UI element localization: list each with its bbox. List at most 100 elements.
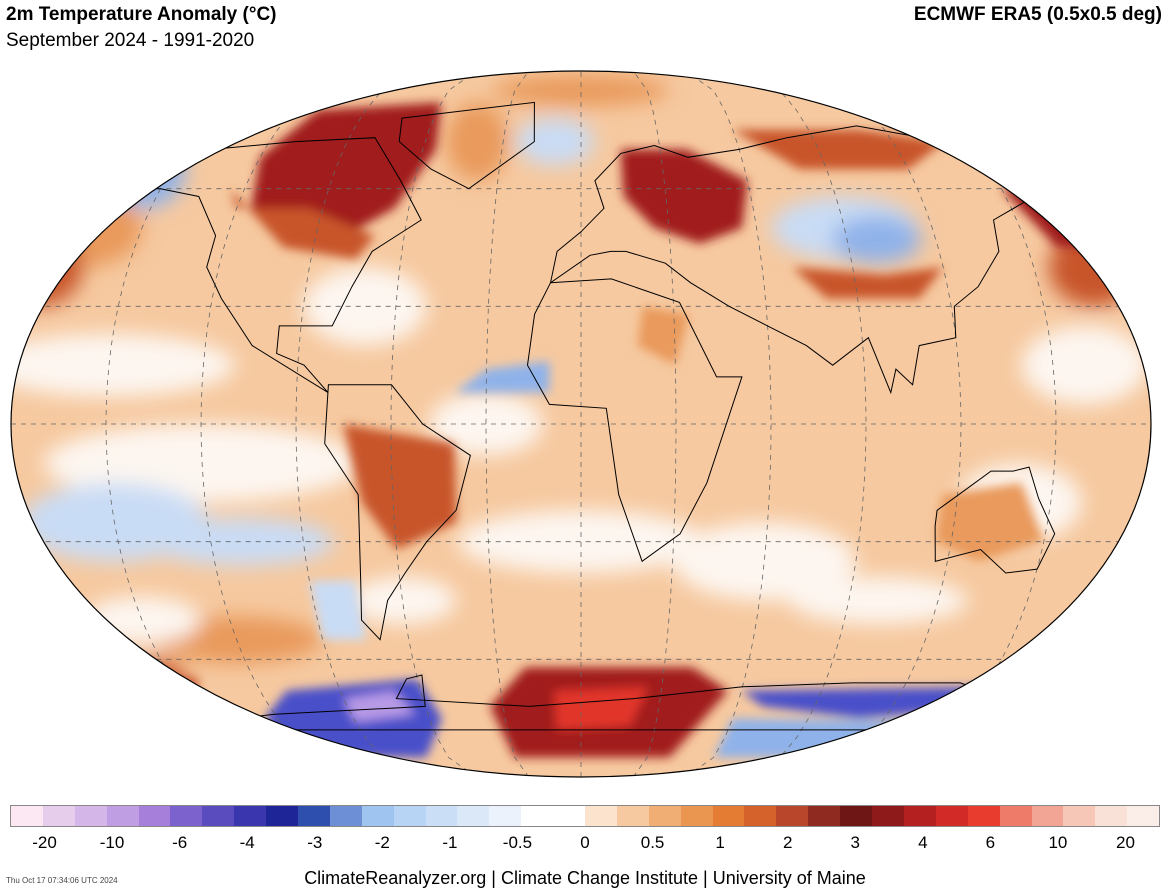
colorbar-tick-label: 2 (782, 833, 793, 852)
colorbar-cell (585, 806, 617, 826)
colorbar-cell (106, 806, 139, 826)
graticule-meridian (789, 71, 962, 777)
coastlines (117, 101, 1073, 731)
colorbar-cell (616, 806, 649, 826)
globe-outline (10, 70, 1152, 778)
anomaly-patch (149, 518, 335, 566)
colorbar-cell (1031, 806, 1064, 826)
graticule-meridian (685, 71, 772, 777)
anomaly-patch (1021, 326, 1148, 405)
colorbar (10, 805, 1160, 827)
temperature-anomaly-map (0, 60, 1170, 790)
coastline (324, 384, 471, 641)
anomaly-region (264, 678, 442, 758)
colorbar-cell (298, 806, 330, 826)
colorbar-cell (999, 806, 1032, 826)
graticule-meridian (485, 71, 530, 777)
colorbar-cell (170, 806, 203, 826)
colorbar-tick-label: -4 (239, 833, 255, 852)
colorbar-cell (74, 806, 107, 826)
colorbar-cell (42, 806, 75, 826)
colorbar-cell (234, 806, 267, 826)
colorbar-cell (776, 806, 809, 826)
coastline (117, 137, 422, 394)
anomaly-patch (303, 267, 427, 346)
anomaly-patch (445, 102, 509, 181)
colorbar-cell (712, 806, 745, 826)
colorbar-cell (935, 806, 968, 826)
anomaly-region (792, 267, 944, 299)
graticule-meridian (842, 71, 1057, 777)
colorbar-cell (648, 806, 681, 826)
coastline (549, 125, 1073, 395)
colorbar-tick-label: 4 (918, 833, 928, 852)
colorbar-tick-label: 0 (580, 833, 590, 852)
anomaly-patch (348, 577, 457, 624)
colorbar-cell (1127, 806, 1160, 826)
colorbar-tick-label: -2 (374, 833, 390, 852)
colorbar-tick-label: 10 (1048, 833, 1068, 852)
colorbar-cell (202, 806, 235, 826)
graticule (11, 71, 1151, 777)
anomaly-region (230, 188, 375, 260)
anomaly-patch (492, 74, 670, 107)
colorbar-cell (329, 806, 362, 826)
colorbar-cell (521, 806, 554, 826)
anomaly-region (554, 686, 649, 730)
colorbar-cell (138, 806, 171, 826)
colorbar-cell (967, 806, 1000, 826)
anomaly-region (251, 102, 442, 236)
anomaly-region (309, 580, 366, 640)
anomaly-region (454, 361, 550, 393)
map-subtitle: September 2024 - 1991-2020 (6, 30, 255, 51)
colorbar-cell (840, 806, 873, 826)
graticule-meridian (200, 71, 373, 777)
colorbar-cell (361, 806, 394, 826)
colorbar-cell (457, 806, 490, 826)
anomaly-patch (457, 510, 705, 574)
colorbar-tick-label: -20 (32, 833, 57, 852)
colorbar-cell (11, 806, 43, 826)
colorbar-tick-label: -0.5 (502, 833, 533, 852)
colorbar-ticks: -20 -10 -6 -4 -3 -2 -1 -0.5 0 0.5 1 2 3 4 6 10 20 (10, 833, 1160, 855)
anomaly-patch (516, 118, 594, 166)
dataset-label: ECMWF ERA5 (0.5x0.5 deg) (913, 4, 1162, 25)
anomaly-region (732, 129, 945, 170)
colorbar-tick-label: 1 (715, 833, 725, 852)
colorbar-tick-label: -10 (99, 833, 125, 852)
anomaly-patch (789, 577, 968, 624)
colorbar-tick-label: 6 (985, 833, 996, 852)
colorbar-cell (744, 806, 777, 826)
colorbar-cell (680, 806, 713, 826)
coastline (398, 101, 535, 190)
colorbar-tick-label: -1 (442, 833, 458, 852)
graticule-meridian (632, 71, 677, 777)
map-title: 2m Temperature Anomaly (°C) (6, 4, 277, 25)
map-canvas (10, 70, 1152, 778)
colorbar-cell (489, 806, 522, 826)
colorbar-tick-label: 0.5 (640, 833, 665, 852)
anomaly-region (713, 718, 957, 758)
anomaly-region (343, 424, 457, 550)
footer-credit: ClimateReanalyzer.org | Climate Change I… (304, 868, 866, 888)
colorbar-cell (903, 806, 936, 826)
anomaly-patch (25, 188, 142, 268)
colorbar-tick-label: -6 (172, 833, 188, 852)
coastline (934, 466, 1056, 574)
anomaly-patch (11, 333, 235, 397)
colorbar-cell (1095, 806, 1128, 826)
colorbar-cell (553, 806, 586, 826)
timestamp: Thu Oct 17 07:34:06 UTC 2024 (6, 876, 118, 885)
colorbar-cell (872, 806, 904, 826)
colorbar-cell (808, 806, 841, 826)
anomaly-patch (103, 659, 186, 699)
colorbar-cell (393, 806, 426, 826)
colorbar-cell (266, 806, 299, 826)
colorbar-cell (425, 806, 458, 826)
graticule-meridian (390, 71, 477, 777)
coastline (526, 278, 743, 563)
anomaly-region (620, 149, 748, 244)
anomaly-patch (832, 216, 922, 264)
colorbar-tick-label: -3 (307, 833, 323, 852)
colorbar-cell (1063, 806, 1096, 826)
